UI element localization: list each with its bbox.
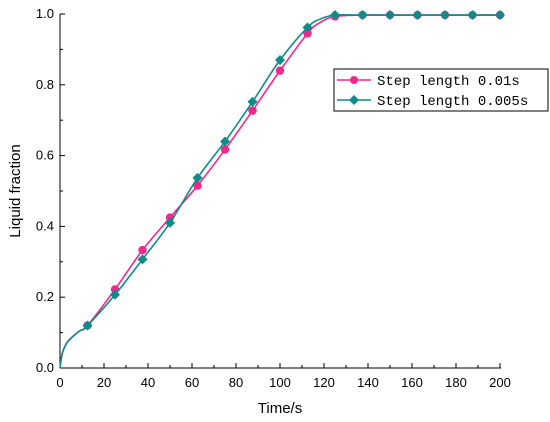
series-step-0-01-point xyxy=(220,145,230,154)
series-step-0-005-point xyxy=(440,10,450,21)
series-step-0-005-point xyxy=(247,96,258,107)
y-tick-label: 0.6 xyxy=(36,148,54,163)
y-tick-label: 0.4 xyxy=(36,218,54,233)
series-step-0-005-point xyxy=(137,254,148,265)
x-tick-label: 160 xyxy=(401,375,423,390)
series-step-0-005-point xyxy=(275,55,285,66)
y-axis-ticks: 0.0 0.2 0.4 0.6 0.8 1.0 xyxy=(36,6,65,375)
y-tick-label: 0.2 xyxy=(36,289,54,304)
y-tick-label: 0.8 xyxy=(36,77,54,92)
series-step-0-005-point xyxy=(82,320,93,331)
legend-marker-diamond xyxy=(349,95,359,105)
y-tick-label: 1.0 xyxy=(36,6,54,21)
series-step-0-005-point xyxy=(357,10,368,21)
x-tick-label: 180 xyxy=(445,375,467,390)
series-step-0-005-point xyxy=(495,10,505,21)
series-layer xyxy=(59,10,505,369)
legend-marker-circle xyxy=(350,76,358,84)
series-step-0-005-point xyxy=(467,10,478,21)
series-step-0-01-point xyxy=(193,181,202,190)
x-tick-label: 120 xyxy=(313,375,335,390)
legend-label-step-0-005: Step length 0.005s xyxy=(377,94,528,110)
y-axis-title: Liquid fraction xyxy=(7,144,24,237)
series-step-0-01-point xyxy=(303,29,312,38)
legend-box xyxy=(333,68,549,112)
series-step-0-01-point xyxy=(275,66,285,75)
series-step-0-005-point xyxy=(385,10,395,21)
x-tick-label: 200 xyxy=(489,375,511,390)
series-step-0-005-point xyxy=(220,136,230,147)
x-tick-label: 60 xyxy=(185,375,199,390)
legend-label-step-0-01: Step length 0.01s xyxy=(377,74,520,90)
y-tick-label: 0.0 xyxy=(36,360,54,375)
x-tick-label: 40 xyxy=(141,375,155,390)
x-axis-title: Time/s xyxy=(258,400,302,417)
series-step-0-005-point xyxy=(330,10,340,21)
legend: Step length 0.01s Step length 0.005s xyxy=(333,68,549,112)
series-step-0-01-point xyxy=(138,245,147,255)
x-tick-label: 80 xyxy=(229,375,243,390)
series-step-0-005-point xyxy=(302,22,313,33)
series-step-0-005-point xyxy=(165,217,175,228)
x-axis-ticks: 0 20 40 60 80 100 120 140 160 180 200 xyxy=(56,363,511,390)
x-tick-label: 20 xyxy=(97,375,111,390)
x-tick-label: 140 xyxy=(357,375,379,390)
x-tick-label: 100 xyxy=(269,375,291,390)
series-step-0-01-point xyxy=(248,106,257,115)
series-step-0-005-point xyxy=(192,172,203,183)
series-step-0-005-point xyxy=(110,289,120,300)
series-step-0-005-line xyxy=(59,13,500,369)
series-step-0-005-point xyxy=(412,10,423,21)
x-tick-label: 0 xyxy=(56,375,63,390)
